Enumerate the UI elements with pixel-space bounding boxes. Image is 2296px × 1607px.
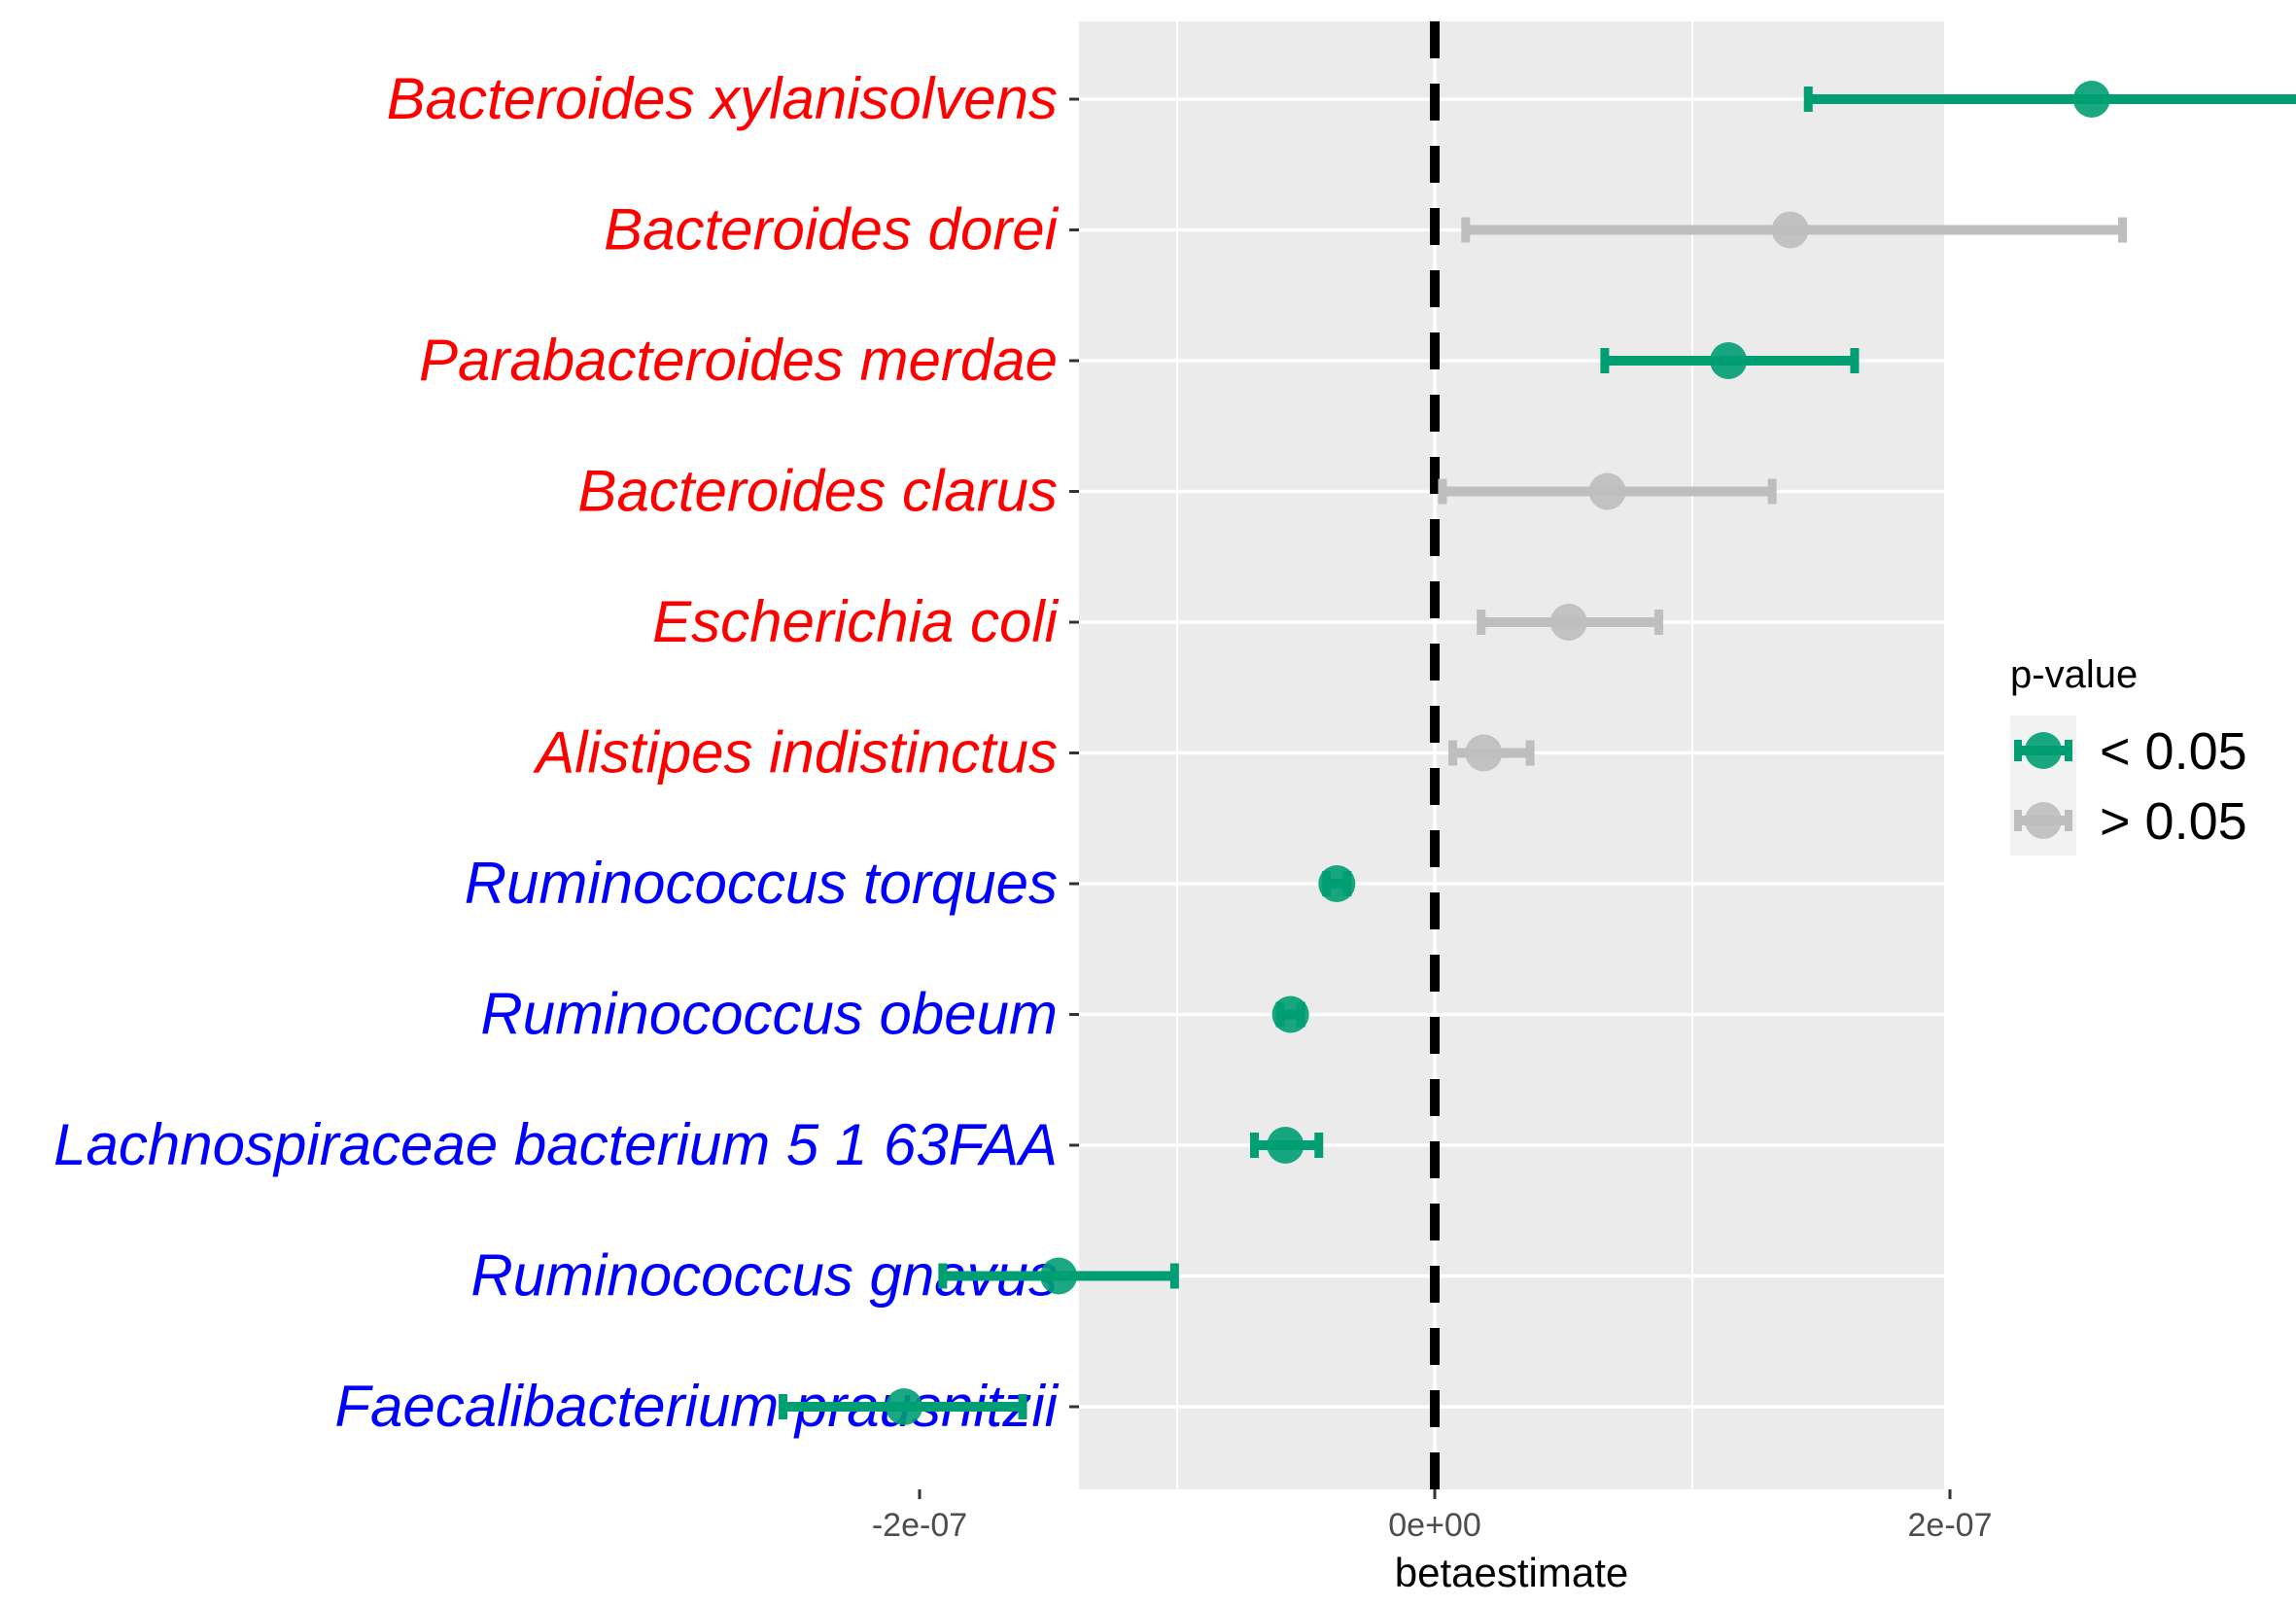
- species-label: Ruminococcus obeum: [480, 982, 1058, 1047]
- x-axis-tick-labels: -2e-07 0e+00 2e-07: [872, 1507, 1993, 1544]
- estimate-row: [938, 1257, 1179, 1295]
- point-estimate: [1771, 211, 1809, 249]
- estimate-row: [1318, 865, 1356, 902]
- estimate-row: [1448, 734, 1535, 772]
- estimate-row: [1477, 604, 1664, 641]
- point-estimate: [1271, 996, 1309, 1033]
- legend-label: < 0.05: [2100, 722, 2247, 781]
- legend-title: p-value: [2010, 653, 2138, 696]
- species-label: Bacteroides xylanisolvens: [387, 66, 1058, 131]
- species-label: Lachnospiraceae bacterium 5 1 63FAA: [53, 1112, 1058, 1177]
- legend-key-point: [2025, 732, 2062, 769]
- point-estimate: [1710, 342, 1748, 379]
- y-axis-labels: Bacteroides xylanisolvens Bacteroides dor…: [53, 66, 1060, 1439]
- point-estimate: [1588, 472, 1626, 510]
- estimate-row: [1461, 211, 2128, 249]
- x-tick-label: -2e-07: [872, 1507, 967, 1544]
- species-label: Parabacteroides merdae: [419, 328, 1058, 393]
- estimate-row: [1803, 81, 2296, 118]
- estimate-row: [1600, 342, 1860, 379]
- legend-entry: > 0.05: [2014, 792, 2247, 851]
- x-axis-ticks: [918, 1489, 1952, 1499]
- point-estimate: [1267, 1127, 1305, 1164]
- legend-entries: < 0.05 > 0.05: [2014, 722, 2247, 851]
- estimate-row: [1271, 996, 1309, 1033]
- point-estimate: [2072, 81, 2110, 118]
- species-label: Escherichia coli: [652, 589, 1060, 654]
- estimate-row: [1250, 1127, 1324, 1164]
- point-estimate: [1318, 865, 1356, 902]
- species-label: Bacteroides clarus: [577, 459, 1058, 524]
- estimate-row: [1438, 472, 1777, 510]
- x-tick-label: 0e+00: [1388, 1507, 1481, 1544]
- y-axis-ticks: [1069, 97, 1079, 1409]
- species-label: Bacteroides dorei: [604, 197, 1060, 262]
- x-axis-title: betaestimate: [1395, 1550, 1628, 1595]
- point-estimate: [1549, 604, 1587, 641]
- legend: p-value < 0.05 > 0.05: [2010, 653, 2247, 856]
- point-estimate: [1040, 1257, 1078, 1295]
- x-tick-label: 2e-07: [1908, 1507, 1993, 1544]
- species-label: Alistipes indistinctus: [533, 720, 1058, 786]
- point-estimate: [886, 1388, 923, 1425]
- estimate-marks: [779, 81, 2296, 1425]
- estimate-row: [779, 1388, 1027, 1425]
- species-label: Ruminococcus torques: [465, 851, 1058, 916]
- legend-key-point: [2025, 802, 2062, 839]
- point-estimate: [1465, 734, 1503, 772]
- minor-gridlines: [1176, 21, 2209, 1489]
- legend-entry: < 0.05: [2014, 722, 2247, 781]
- legend-label: > 0.05: [2100, 792, 2247, 851]
